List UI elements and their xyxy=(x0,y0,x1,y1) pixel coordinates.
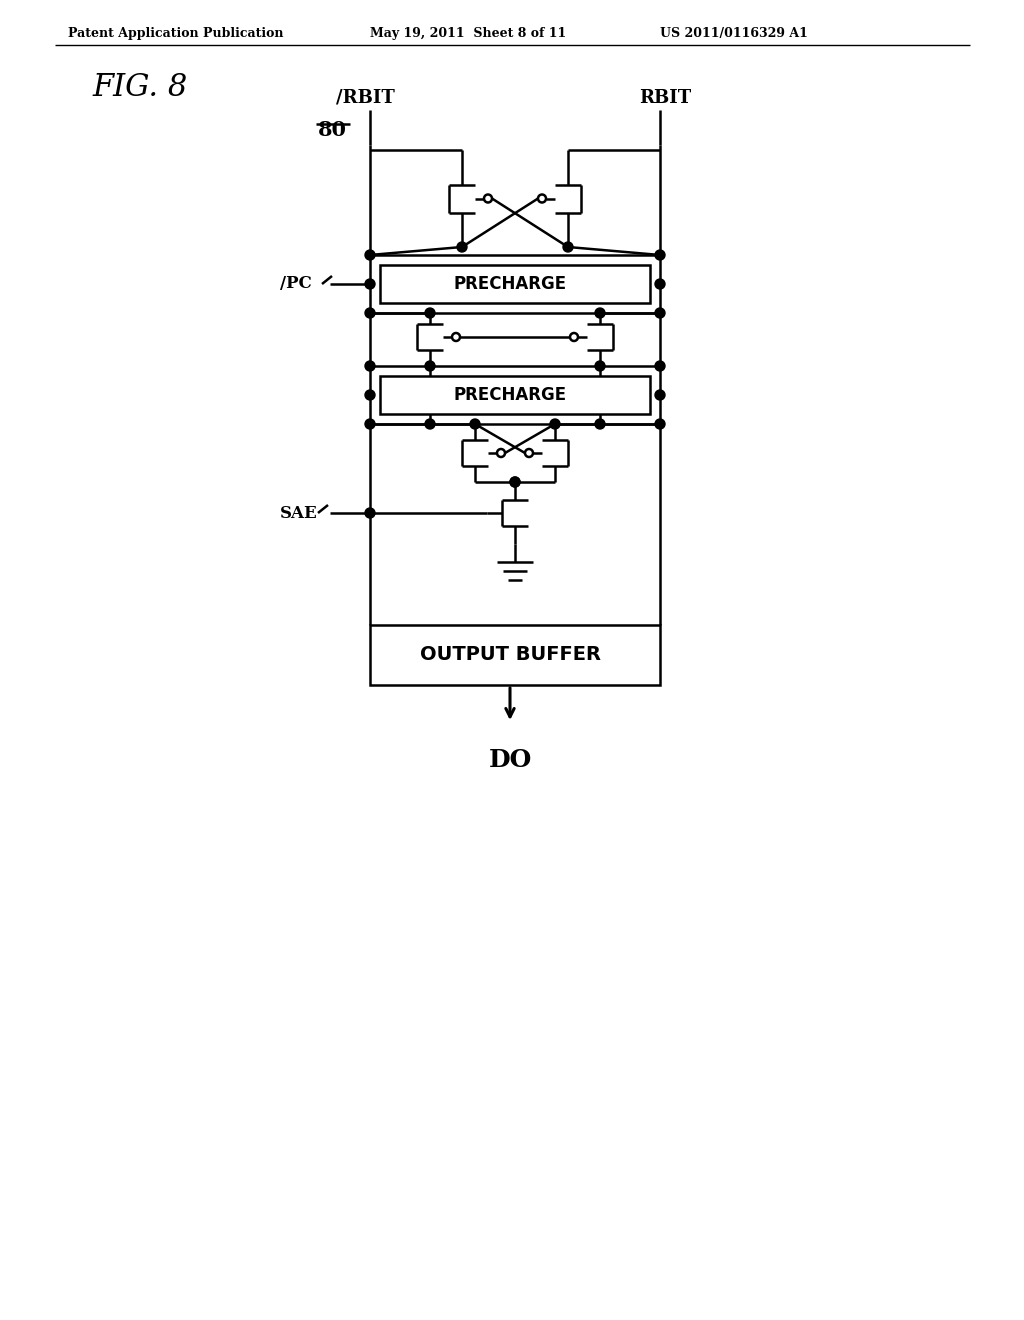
Circle shape xyxy=(510,477,520,487)
Circle shape xyxy=(365,360,375,371)
Text: OUTPUT BUFFER: OUTPUT BUFFER xyxy=(420,645,600,664)
Circle shape xyxy=(570,333,578,341)
Circle shape xyxy=(425,360,435,371)
Text: PRECHARGE: PRECHARGE xyxy=(454,275,566,293)
Circle shape xyxy=(510,477,520,487)
Circle shape xyxy=(457,242,467,252)
Text: /RBIT: /RBIT xyxy=(336,88,394,107)
Circle shape xyxy=(365,389,375,400)
Text: US 2011/0116329 A1: US 2011/0116329 A1 xyxy=(660,26,808,40)
Circle shape xyxy=(655,360,665,371)
Circle shape xyxy=(484,194,492,202)
Circle shape xyxy=(452,333,460,341)
Bar xyxy=(380,376,650,414)
Text: SAE: SAE xyxy=(280,504,317,521)
Circle shape xyxy=(497,449,505,457)
Circle shape xyxy=(655,389,665,400)
Text: FIG. 8: FIG. 8 xyxy=(92,73,187,103)
Circle shape xyxy=(425,418,435,429)
Text: /PC: /PC xyxy=(280,276,311,293)
Bar xyxy=(380,265,650,304)
Circle shape xyxy=(595,418,605,429)
Circle shape xyxy=(470,418,480,429)
Circle shape xyxy=(365,508,375,517)
Text: PRECHARGE: PRECHARGE xyxy=(454,385,566,404)
Circle shape xyxy=(425,308,435,318)
Text: Patent Application Publication: Patent Application Publication xyxy=(68,26,284,40)
Text: May 19, 2011  Sheet 8 of 11: May 19, 2011 Sheet 8 of 11 xyxy=(370,26,566,40)
Circle shape xyxy=(655,249,665,260)
Circle shape xyxy=(365,279,375,289)
Text: 80: 80 xyxy=(318,120,347,140)
Circle shape xyxy=(525,449,534,457)
Circle shape xyxy=(538,194,546,202)
Circle shape xyxy=(563,242,573,252)
Circle shape xyxy=(655,308,665,318)
Circle shape xyxy=(595,360,605,371)
Text: RBIT: RBIT xyxy=(639,88,691,107)
Circle shape xyxy=(595,308,605,318)
Circle shape xyxy=(365,249,375,260)
Bar xyxy=(370,624,660,685)
Text: DO: DO xyxy=(488,748,531,772)
Circle shape xyxy=(365,418,375,429)
Circle shape xyxy=(365,308,375,318)
Circle shape xyxy=(550,418,560,429)
Circle shape xyxy=(655,418,665,429)
Circle shape xyxy=(655,279,665,289)
